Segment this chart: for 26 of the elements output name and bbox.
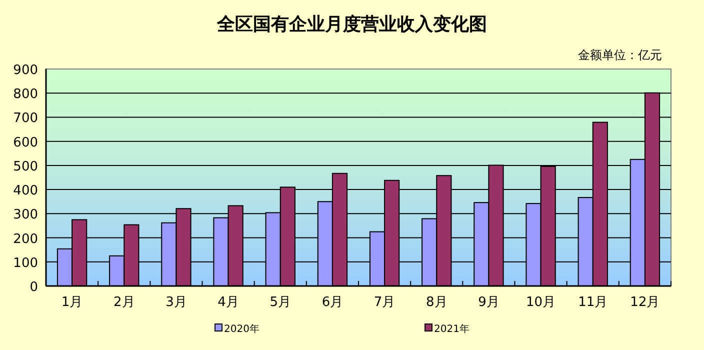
x-tick-label: 10月 xyxy=(526,295,556,310)
y-tick-label: 800 xyxy=(13,87,38,102)
x-tick-label: 8月 xyxy=(426,295,448,310)
y-tick-label: 100 xyxy=(13,256,38,271)
text: 金额单位：亿元 xyxy=(578,48,662,62)
x-tick-label: 11月 xyxy=(578,295,608,310)
x-tick-label: 3月 xyxy=(166,295,187,310)
x-tick-label: 7月 xyxy=(374,295,396,310)
y-tick-label: 0 xyxy=(30,280,38,295)
chart-title: 全区国有企业月度营业收入变化图 xyxy=(216,14,487,35)
x-tick-label: 4月 xyxy=(218,295,239,310)
x-tick-label: 6月 xyxy=(322,295,344,310)
x-tick-label: 5月 xyxy=(270,295,292,310)
y-tick-label: 300 xyxy=(13,208,38,223)
y-tick-label: 200 xyxy=(13,232,38,247)
legend-label: 2020年 xyxy=(224,323,260,335)
y-tick-label: 400 xyxy=(13,184,38,199)
x-tick-label: 1月 xyxy=(61,295,83,310)
x-tick-label: 2月 xyxy=(113,295,135,310)
y-tick-label: 500 xyxy=(13,159,38,174)
y-tick-label: 700 xyxy=(13,111,38,126)
x-tick-label: 9月 xyxy=(478,295,500,310)
y-tick-label: 600 xyxy=(13,135,38,150)
y-tick-label: 900 xyxy=(13,63,38,78)
legend-label: 2021年 xyxy=(434,323,470,335)
x-tick-label: 12月 xyxy=(630,295,660,310)
